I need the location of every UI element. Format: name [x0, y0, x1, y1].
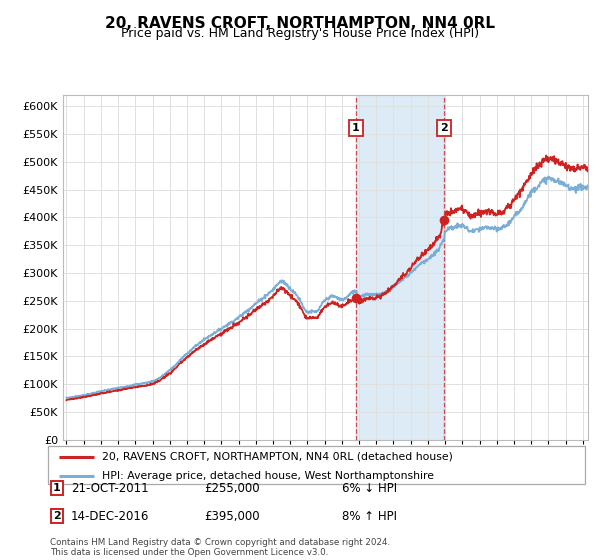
Text: 2: 2	[53, 511, 61, 521]
Text: HPI: Average price, detached house, West Northamptonshire: HPI: Average price, detached house, West…	[102, 471, 434, 481]
Text: 6% ↓ HPI: 6% ↓ HPI	[342, 482, 397, 495]
Text: 2: 2	[440, 123, 448, 133]
Text: 1: 1	[352, 123, 359, 133]
Text: £395,000: £395,000	[204, 510, 260, 523]
FancyBboxPatch shape	[50, 481, 64, 496]
FancyBboxPatch shape	[50, 509, 64, 524]
Text: 20, RAVENS CROFT, NORTHAMPTON, NN4 0RL (detached house): 20, RAVENS CROFT, NORTHAMPTON, NN4 0RL (…	[102, 452, 452, 462]
Text: £255,000: £255,000	[204, 482, 260, 495]
FancyBboxPatch shape	[48, 446, 585, 484]
Text: 20, RAVENS CROFT, NORTHAMPTON, NN4 0RL: 20, RAVENS CROFT, NORTHAMPTON, NN4 0RL	[105, 16, 495, 31]
Bar	[356, 95, 445, 440]
Text: Price paid vs. HM Land Registry's House Price Index (HPI): Price paid vs. HM Land Registry's House …	[121, 27, 479, 40]
Text: 8% ↑ HPI: 8% ↑ HPI	[342, 510, 397, 523]
Text: Contains HM Land Registry data © Crown copyright and database right 2024.
This d: Contains HM Land Registry data © Crown c…	[50, 538, 390, 557]
Text: 1: 1	[53, 483, 61, 493]
Text: 21-OCT-2011: 21-OCT-2011	[71, 482, 148, 495]
Text: 14-DEC-2016: 14-DEC-2016	[71, 510, 149, 523]
